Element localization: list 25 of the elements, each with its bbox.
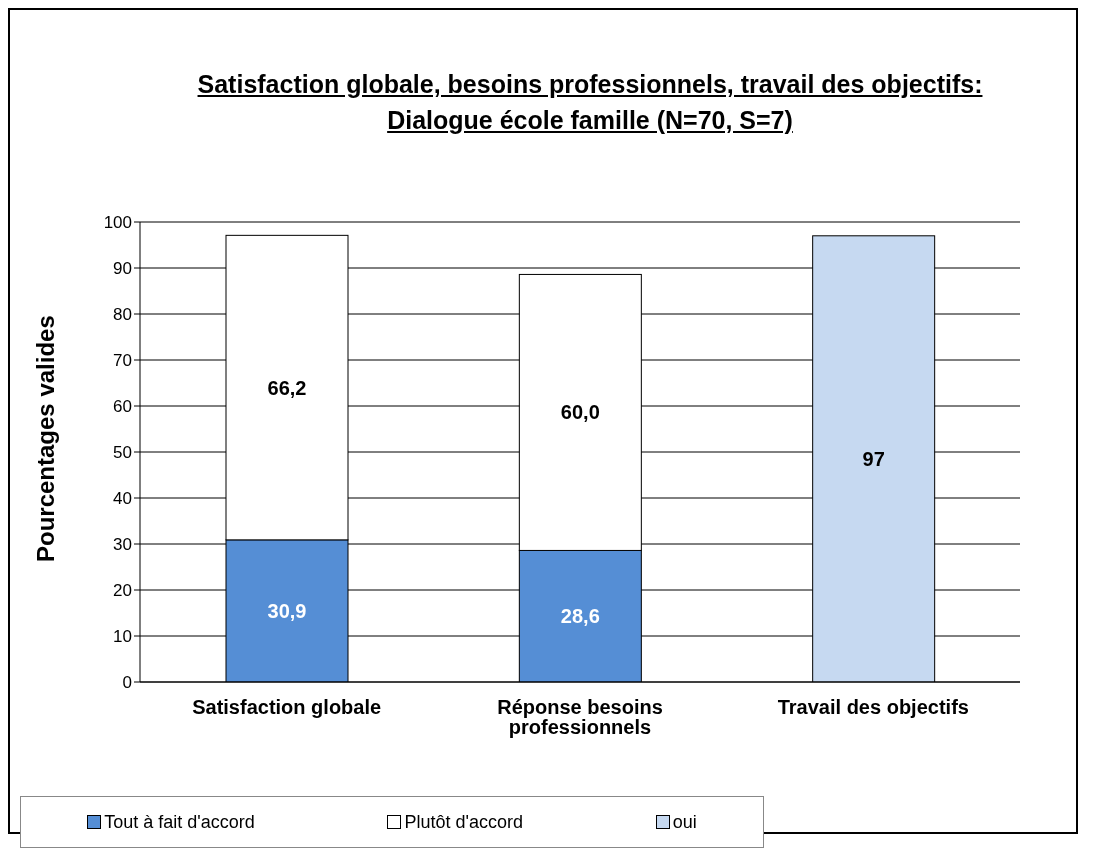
y-tick-label: 40: [113, 489, 132, 509]
y-tick-label: 90: [113, 259, 132, 279]
x-tick-label: Satisfaction globale: [192, 696, 382, 719]
data-label: 66,2: [267, 376, 307, 399]
y-tick-label: 80: [113, 305, 132, 325]
y-tick-label: 20: [113, 581, 132, 601]
y-axis-title: Pourcentages valides: [31, 315, 59, 562]
legend-label: Plutôt d'accord: [403, 811, 523, 833]
chart-subtitle: Dialogue école famille (N=70, S=7): [386, 105, 794, 136]
x-tick-label: Réponse besoins professionnels: [497, 696, 663, 739]
y-tick-label: 60: [113, 397, 132, 417]
y-tick-label: 70: [113, 351, 132, 371]
legend-label: Tout à fait d'accord: [103, 811, 255, 833]
data-label: 30,9: [267, 599, 307, 622]
x-tick-label: Travail des objectifs: [777, 696, 969, 719]
data-label: 97: [862, 447, 885, 470]
y-tick-label: 100: [103, 213, 132, 233]
legend-label: oui: [671, 811, 697, 833]
data-label: 60,0: [560, 401, 600, 424]
y-tick-label: 10: [113, 627, 132, 647]
data-label: 28,6: [560, 605, 600, 628]
chart-title: Satisfaction globale, besoins professionnels, travail des objectifs:: [196, 69, 984, 100]
y-tick-label: 0: [122, 673, 132, 693]
y-tick-label: 50: [113, 443, 132, 463]
y-tick-label: 30: [113, 535, 132, 555]
